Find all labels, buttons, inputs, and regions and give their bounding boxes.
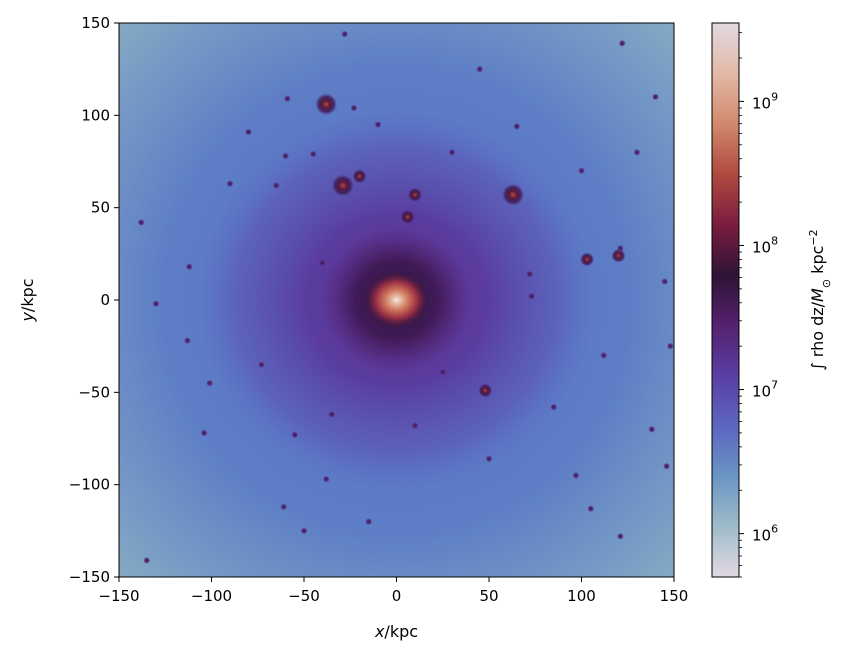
subhalo-point bbox=[152, 300, 160, 308]
x-tick-label: 100 bbox=[567, 587, 596, 605]
colorbar-label: ∫ rho dz/M⊙ kpc−2 bbox=[807, 229, 833, 370]
subhalo-point bbox=[648, 425, 656, 433]
colorbar-tick-label: 109 bbox=[752, 90, 778, 112]
subhalo-point bbox=[618, 39, 626, 47]
subhalo-point bbox=[666, 342, 674, 350]
x-tick-label: −150 bbox=[98, 587, 139, 605]
subhalo-point bbox=[580, 252, 595, 267]
y-tick-label: 150 bbox=[81, 14, 110, 32]
subhalo-point bbox=[485, 455, 493, 463]
subhalo-point bbox=[374, 121, 382, 129]
subhalo-point bbox=[550, 403, 558, 411]
x-axis-ticks: −150 −100 −50 0 50 100 150 bbox=[98, 577, 688, 605]
subhalo-point bbox=[600, 351, 608, 359]
subhalo-point bbox=[322, 475, 330, 483]
subhalo-point bbox=[526, 270, 534, 278]
x-tick-label: 50 bbox=[479, 587, 498, 605]
subhalo-point bbox=[663, 462, 671, 470]
subhalo-point bbox=[661, 278, 669, 286]
subhalo-point bbox=[272, 182, 280, 190]
subhalo-point bbox=[280, 503, 288, 511]
colorbar-label-unit-main: M bbox=[808, 288, 827, 302]
subhalo-point bbox=[315, 93, 338, 116]
subhalo-point bbox=[143, 556, 151, 564]
subhalo-point bbox=[200, 429, 208, 437]
subhalo-point bbox=[611, 248, 626, 263]
subhalo-point bbox=[448, 148, 456, 156]
y-axis-unit: /kpc bbox=[18, 278, 37, 312]
subhalo-point bbox=[502, 183, 525, 206]
colorbar-ticks: 106 107 108 109 bbox=[739, 32, 778, 578]
y-axis-var: y bbox=[18, 312, 37, 323]
colorbar-label-unit-tail: kpc bbox=[808, 246, 827, 279]
subhalo-point bbox=[291, 431, 299, 439]
colorbar-tick-label: 107 bbox=[752, 379, 778, 401]
subhalo-point bbox=[587, 505, 595, 513]
colorbar-frame bbox=[711, 22, 740, 578]
y-axis-ticks: −150 −100 −50 0 50 100 150 bbox=[69, 14, 119, 586]
subhalo-point bbox=[572, 471, 580, 479]
x-axis-unit: /kpc bbox=[384, 622, 418, 641]
y-axis-label: y/kpc bbox=[18, 278, 37, 322]
subhalo-layer bbox=[137, 30, 674, 564]
subhalo-point bbox=[300, 527, 308, 535]
subhalo-point bbox=[408, 187, 422, 202]
colorbar-tick-label: 106 bbox=[752, 523, 778, 545]
subhalo-point bbox=[616, 244, 624, 252]
subhalo-point bbox=[183, 337, 191, 345]
colorbar-label-unit-sub: ⊙ bbox=[820, 279, 833, 288]
subhalo-point bbox=[528, 292, 536, 300]
heatmap-image bbox=[119, 23, 674, 577]
subhalo-point bbox=[616, 532, 624, 540]
subhalo-point bbox=[185, 263, 193, 271]
subhalo-point bbox=[331, 174, 354, 197]
colorbar-label-prefix: ∫ rho dz/ bbox=[808, 301, 827, 370]
x-tick-label: 150 bbox=[660, 587, 689, 605]
subhalo-point bbox=[283, 95, 291, 103]
y-tick-label: 50 bbox=[91, 199, 110, 217]
subhalo-point bbox=[439, 368, 447, 376]
colorbar: 106 107 108 109 ∫ rho dz/M⊙ kpc−2 bbox=[711, 22, 833, 578]
x-axis-label: x/kpc bbox=[374, 622, 418, 641]
y-tick-label: −100 bbox=[69, 476, 110, 494]
subhalo-point bbox=[411, 422, 419, 430]
subhalo-point bbox=[652, 93, 659, 101]
subhalo-point bbox=[206, 379, 214, 387]
x-tick-label: −100 bbox=[191, 587, 232, 605]
x-axis-var: x bbox=[374, 622, 385, 641]
subhalo-point bbox=[137, 218, 145, 226]
x-tick-label: 0 bbox=[392, 587, 402, 605]
y-tick-label: −50 bbox=[78, 383, 110, 401]
subhalo-point bbox=[319, 259, 326, 267]
subhalo-point bbox=[328, 410, 336, 418]
subhalo-point bbox=[476, 65, 484, 73]
subhalo-point bbox=[365, 518, 373, 526]
subhalo-point bbox=[282, 152, 289, 160]
colorbar-tick-label: 108 bbox=[752, 234, 778, 256]
y-tick-label: −150 bbox=[69, 568, 110, 586]
y-tick-label: 100 bbox=[81, 106, 110, 124]
subhalo-point bbox=[352, 169, 367, 184]
core-layer bbox=[364, 272, 429, 328]
subhalo-point bbox=[309, 150, 317, 158]
subhalo-point bbox=[513, 122, 521, 130]
subhalo-point bbox=[226, 180, 234, 188]
subhalo-point bbox=[578, 167, 585, 175]
halo-core bbox=[364, 272, 429, 328]
y-tick-label: 0 bbox=[100, 291, 110, 309]
colorbar-label-unit-exp: −2 bbox=[807, 229, 820, 245]
subhalo-point bbox=[478, 383, 493, 398]
subhalo-point bbox=[633, 148, 641, 156]
subhalo-point bbox=[341, 30, 349, 38]
x-tick-label: −50 bbox=[288, 587, 320, 605]
colorbar-gradient bbox=[712, 23, 739, 577]
subhalo-point bbox=[400, 209, 415, 224]
subhalo-point bbox=[257, 361, 265, 369]
subhalo-point bbox=[350, 104, 358, 112]
subhalo-point bbox=[245, 128, 252, 136]
